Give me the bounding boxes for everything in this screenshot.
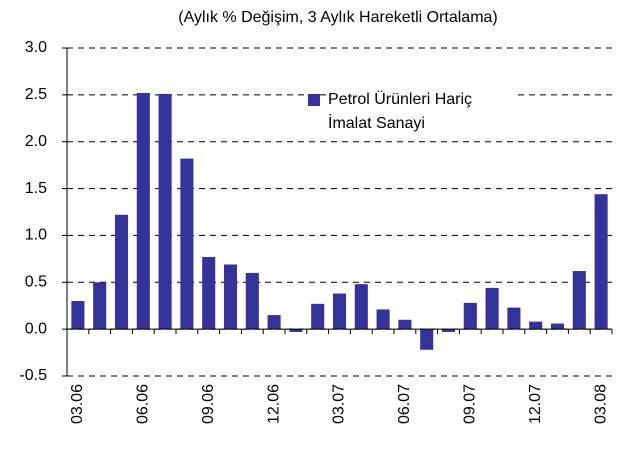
y-tick-label: 0.5: [25, 274, 47, 291]
bar: [550, 323, 565, 330]
y-tick-label: 2.0: [25, 133, 47, 150]
x-tick-label: 09.06: [200, 384, 217, 424]
bar: [398, 319, 412, 330]
x-tick-label: 03.08: [592, 384, 609, 424]
bar: [202, 256, 216, 330]
bar: [420, 329, 434, 350]
bar: [441, 329, 456, 332]
y-tick-label: 1.5: [25, 180, 47, 197]
x-tick-label: 09.07: [462, 384, 479, 424]
y-tick-label: 1.0: [25, 227, 47, 244]
bar: [71, 301, 85, 330]
bar: [485, 287, 499, 330]
x-tick-label: 03.07: [331, 384, 348, 424]
bar: [354, 284, 368, 330]
bar: [114, 214, 129, 330]
y-tick-label: 2.5: [25, 86, 47, 103]
bar: [93, 282, 107, 330]
legend-label: Petrol Ürünleri Hariç İmalat Sanayi: [328, 88, 518, 136]
bar: [332, 293, 347, 330]
bar: [245, 272, 259, 330]
y-tick-label: 3.0: [25, 39, 47, 56]
bar: [158, 93, 172, 330]
x-tick-label: 12.07: [527, 384, 544, 424]
bar: [463, 302, 477, 330]
legend-swatch: [308, 94, 320, 106]
bar: [572, 271, 586, 330]
bar: [289, 329, 303, 332]
x-tick-label: 03.06: [69, 384, 86, 424]
x-tick-label: 06.06: [135, 384, 152, 424]
bar: [529, 321, 543, 330]
bar: [267, 315, 281, 330]
chart-title: (Aylık % Değişim, 3 Aylık Hareketli Orta…: [178, 9, 498, 26]
bar: [594, 194, 608, 330]
bar: [507, 307, 521, 330]
bar: [311, 303, 325, 330]
bar: [136, 92, 150, 330]
y-tick-label: -0.5: [19, 367, 47, 384]
y-tick-label: 0.0: [25, 320, 47, 337]
x-tick-label: 12.06: [265, 384, 282, 424]
bar: [180, 158, 194, 330]
x-tick-label: 06.07: [396, 384, 413, 424]
bar: [223, 264, 238, 330]
bar: [376, 309, 390, 330]
